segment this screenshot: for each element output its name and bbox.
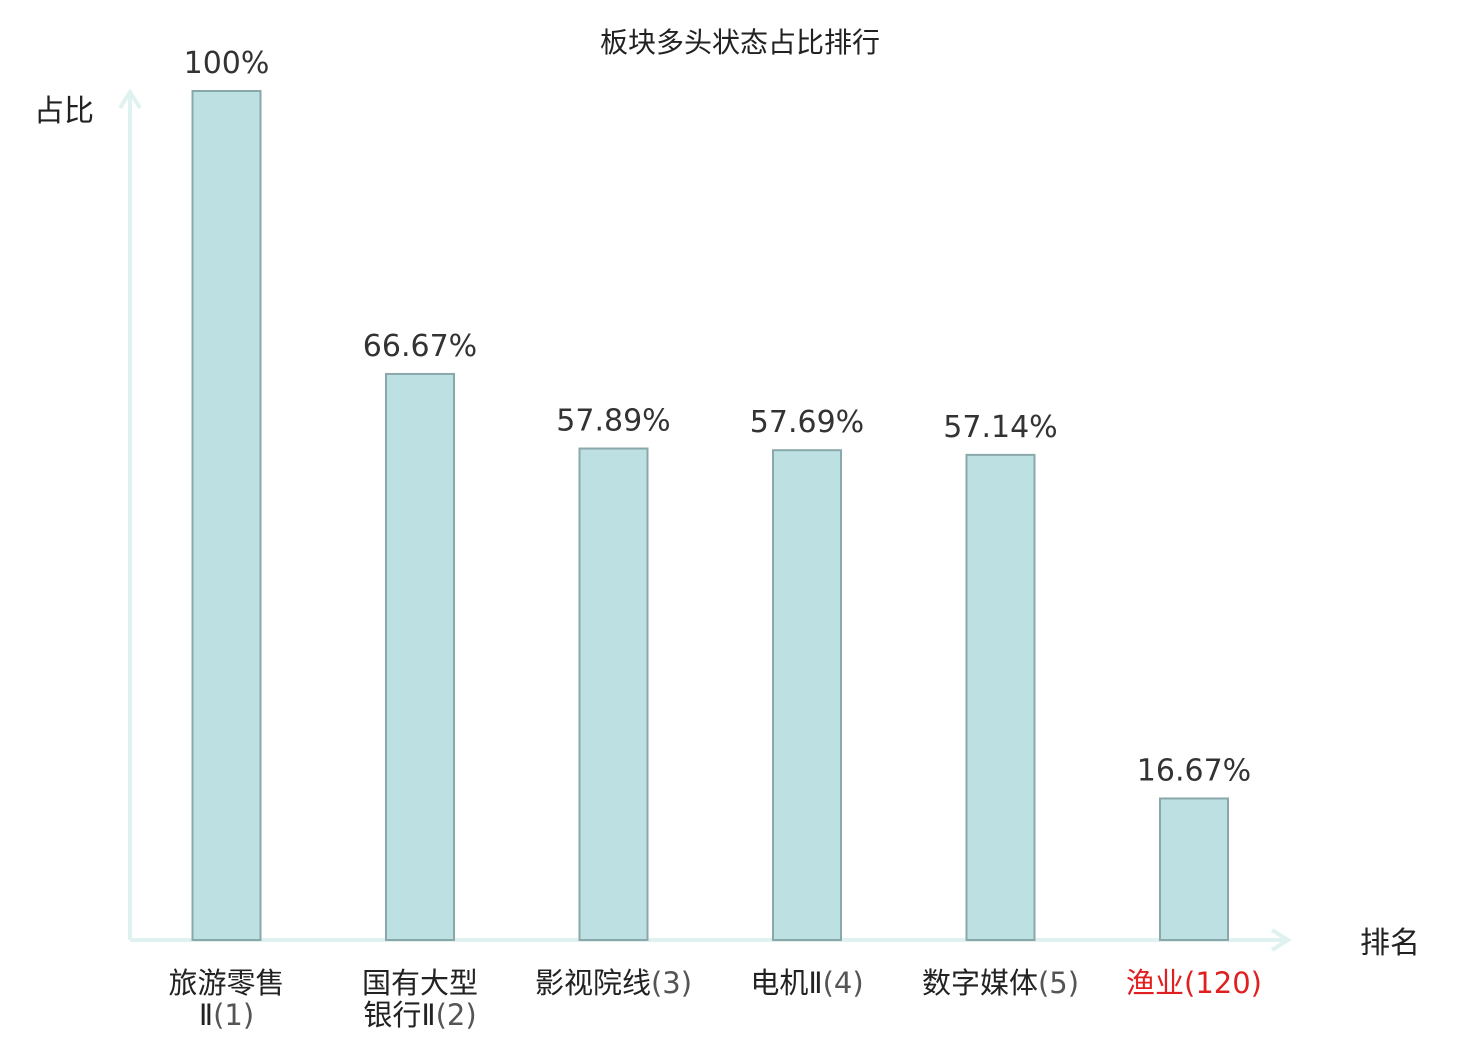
category-labels: 旅游零售 Ⅱ(1) 国有大型银行Ⅱ(2) 影视院线(3) 电机Ⅱ(4) 数字媒体(5) 渔业… [168, 966, 1262, 1032]
category-label-3: 影视院线(3) [535, 966, 692, 1000]
bar-5 [965, 453, 1036, 941]
category-label-2: 国有大型银行Ⅱ(2) [362, 966, 478, 1032]
category-rank: (3) [651, 966, 692, 1000]
category-label-6: 渔业(120) [1126, 966, 1262, 1000]
category-name: 渔业 [1126, 966, 1184, 1000]
category-name: 电机Ⅱ [750, 966, 822, 1000]
value-label-2: 66.67% [363, 329, 477, 364]
y-axis-label: 占比 [34, 94, 94, 129]
x-axis-arrow [1270, 928, 1292, 952]
category-rank: (5) [1038, 966, 1079, 1000]
bar-6 [1159, 797, 1229, 941]
category-rank: (2) [436, 998, 477, 1032]
category-rank: (4) [823, 966, 864, 1000]
value-label-5: 57.14% [943, 410, 1057, 445]
bar-4 [772, 449, 842, 941]
category-name: 银行Ⅱ [363, 998, 435, 1032]
bars [191, 90, 1229, 942]
category-label-1: 旅游零售 Ⅱ(1) [168, 966, 284, 1032]
bar-2 [385, 372, 455, 942]
category-name: 国有大型 [362, 966, 478, 1000]
value-label-1: 100% [184, 46, 270, 81]
y-axis-arrow [118, 88, 142, 110]
category-name: 数字媒体 [922, 966, 1038, 1000]
category-label-5: 数字媒体(5) [922, 966, 1079, 1000]
value-labels: 100% 66.67% 57.89% 57.69% 57.14% 16.67% [184, 46, 1252, 788]
category-name: Ⅱ [199, 998, 213, 1032]
chart-title: 板块多头状态占比排行 [600, 26, 880, 59]
category-name: 旅游零售 [168, 966, 284, 1000]
value-label-3: 57.89% [556, 404, 670, 439]
category-rank: (120) [1184, 966, 1262, 1000]
value-label-6: 16.67% [1137, 753, 1251, 788]
x-axis-label: 排名 [1360, 926, 1420, 961]
category-rank: (1) [213, 998, 254, 1032]
category-label-4: 电机Ⅱ(4) [750, 966, 863, 1000]
category-name: 影视院线 [535, 966, 651, 1000]
bar-3 [578, 447, 649, 941]
value-label-4: 57.69% [750, 405, 864, 440]
bar-1 [191, 90, 262, 941]
